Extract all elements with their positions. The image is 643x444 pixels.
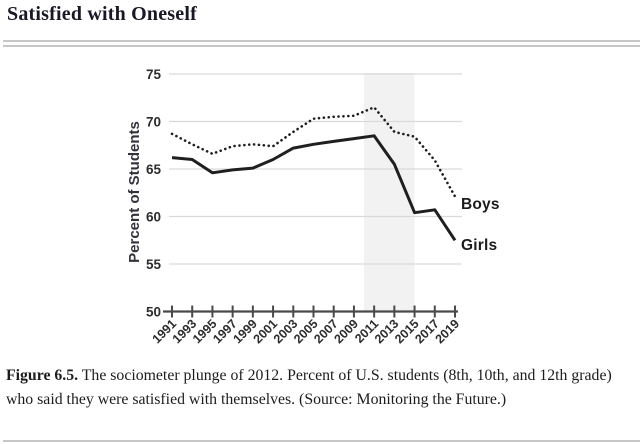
figure-caption-text: The sociometer plunge of 2012. Percent o… [6, 367, 612, 408]
top-divider-line-2 [3, 45, 640, 47]
bottom-divider-line [3, 440, 640, 442]
svg-text:65: 65 [146, 162, 162, 177]
svg-text:50: 50 [146, 304, 161, 319]
figure-caption: Figure 6.5. The sociometer plunge of 201… [6, 364, 639, 412]
top-divider-line-1 [3, 40, 640, 42]
svg-text:70: 70 [146, 114, 161, 129]
page-title: Satisfied with Oneself [7, 3, 197, 25]
svg-text:60: 60 [146, 209, 161, 224]
y-axis-label: Percent of Students [126, 121, 143, 263]
svg-text:2019: 2019 [433, 317, 463, 347]
series-label-boys: Boys [461, 196, 500, 213]
svg-text:75: 75 [146, 67, 162, 82]
chart-area: 50 55 60 65 70 75 1991 1993 1995 1997 1999 2001 2003… [126, 67, 500, 347]
line-chart: 5055606570751991199319951997199920012003… [146, 67, 463, 347]
series-label-girls: Girls [461, 237, 498, 254]
figure-caption-label: Figure 6.5. [6, 367, 79, 384]
svg-text:55: 55 [146, 257, 162, 272]
